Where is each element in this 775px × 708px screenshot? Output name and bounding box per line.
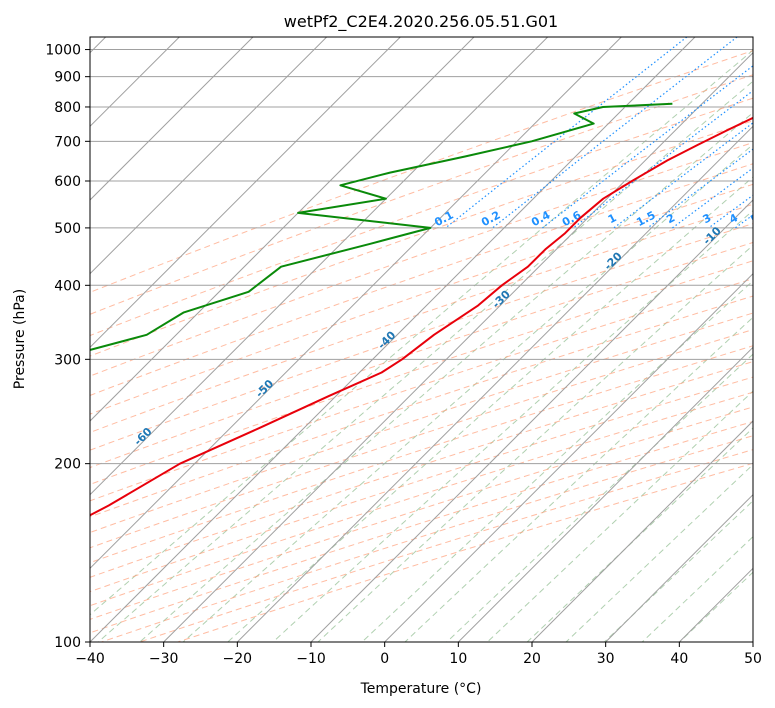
isotherm-line [458, 37, 775, 642]
x-tick-label: 40 [670, 651, 688, 667]
y-tick-label: 200 [54, 457, 81, 473]
isotherm-line [606, 37, 775, 642]
moist-adiabat-line [680, 37, 775, 642]
y-axis-label: Pressure (hPa) [12, 289, 28, 389]
y-tick-label: 700 [54, 134, 81, 150]
x-tick-label: −40 [75, 651, 105, 667]
y-tick-label: 600 [54, 174, 81, 190]
x-tick-label: 10 [449, 651, 467, 667]
moist-adiabat-line [362, 37, 775, 642]
mixing-ratio-label: 0.4 [529, 208, 553, 229]
y-tick-label: 400 [54, 278, 81, 294]
moist-adiabat-line [604, 37, 775, 642]
temperature-profile-line [0, 104, 775, 642]
isotherm-label: -30 [490, 288, 513, 311]
x-tick-label: 30 [597, 651, 615, 667]
mixing-ratio-label: 5 [748, 211, 761, 226]
isotherm-line [679, 37, 775, 642]
mixing-ratio-line [735, 37, 775, 228]
isotherm-line [237, 37, 775, 642]
mixing-ratio-label: 1.5 [634, 209, 657, 230]
y-tick-label: 800 [54, 100, 81, 116]
mixing-ratio-lines [446, 37, 775, 228]
y-tick-label: 1000 [45, 43, 81, 59]
dry-adiabat-line [178, 37, 775, 642]
isotherm-label: -70 [6, 476, 29, 499]
x-tick-label: −30 [149, 651, 179, 667]
isotherm-line [0, 37, 400, 642]
plot-frame [90, 37, 753, 642]
isotherm-label: -20 [602, 249, 625, 272]
dewpoint-profile-line [0, 104, 672, 642]
x-tick-label: 50 [744, 651, 762, 667]
isobars [90, 50, 753, 642]
moist-adiabat-line [447, 37, 775, 642]
moist-adiabat-line [183, 37, 775, 642]
x-tick-label: 0 [380, 651, 389, 667]
isotherm-label: -40 [375, 328, 398, 351]
y-tick-label: 900 [54, 70, 81, 86]
isotherm-label: -50 [253, 377, 276, 400]
isotherm-line [0, 37, 474, 642]
x-tick-label: −20 [223, 651, 253, 667]
mixing-ratio-line [614, 37, 775, 228]
isotherm-line [16, 37, 621, 642]
isotherm-label: -60 [131, 425, 154, 448]
y-tick-label: 500 [54, 221, 81, 237]
mixing-ratio-label: 6 [766, 211, 775, 226]
isotherm-line [532, 37, 775, 642]
y-tick-label: 100 [54, 635, 81, 651]
moist-adiabat-line [98, 37, 775, 642]
x-tick-label: −10 [296, 651, 326, 667]
mixing-ratio-label: 0.1 [432, 208, 455, 229]
x-tick-label: 20 [523, 651, 541, 667]
mixing-ratio-line [756, 37, 775, 228]
isotherm-line [164, 37, 769, 642]
x-axis-label: Temperature (°C) [360, 681, 482, 697]
mixing-ratio-line [493, 37, 738, 228]
mixing-ratio-label: 1 [606, 211, 619, 226]
mixing-ratio-label: 2 [664, 211, 677, 226]
chart-title: wetPf2_C2E4.2020.256.05.51.G01 [284, 12, 558, 32]
isotherm-line [753, 37, 775, 642]
y-tick-label: 300 [54, 352, 81, 368]
